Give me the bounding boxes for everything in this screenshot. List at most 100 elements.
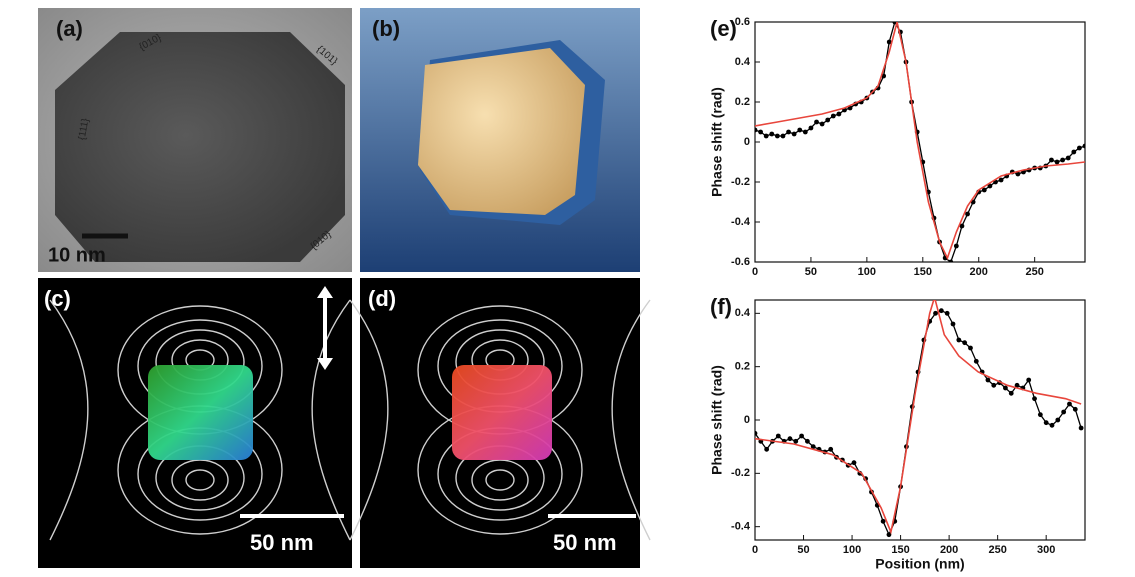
plot-frame bbox=[754, 21, 1086, 263]
x-tick-label: 50 bbox=[805, 266, 817, 278]
data-point bbox=[802, 129, 808, 135]
field-arrow bbox=[317, 286, 333, 370]
data-point bbox=[1049, 157, 1054, 163]
y-axis-label: Phase shift (rad) bbox=[709, 87, 725, 197]
data-point bbox=[950, 321, 956, 327]
y-tick-label: 0.6 bbox=[735, 16, 750, 28]
scale-text: 50 nm bbox=[553, 530, 617, 555]
y-tick-label: -0.4 bbox=[731, 216, 751, 228]
x-tick-label: 200 bbox=[940, 544, 958, 556]
data-point bbox=[1055, 417, 1061, 423]
data-point bbox=[828, 446, 834, 452]
data-point bbox=[1014, 382, 1020, 388]
data-point bbox=[774, 133, 780, 139]
series-line bbox=[755, 22, 1085, 261]
data-point bbox=[808, 125, 814, 131]
panel-label: (d) bbox=[368, 286, 396, 311]
data-point bbox=[962, 340, 968, 346]
x-tick-label: 250 bbox=[988, 544, 1006, 556]
y-tick-label: 0.2 bbox=[735, 361, 750, 373]
y-tick-label: -0.6 bbox=[731, 256, 750, 268]
data-point bbox=[775, 433, 781, 439]
data-point bbox=[825, 117, 831, 123]
data-point bbox=[1026, 377, 1032, 383]
x-tick-label: 0 bbox=[752, 544, 758, 556]
x-tick-label: 200 bbox=[970, 266, 988, 278]
data-point bbox=[1061, 409, 1067, 415]
series-line bbox=[755, 300, 1082, 535]
data-point bbox=[755, 430, 758, 436]
data-point bbox=[1065, 155, 1071, 161]
data-point bbox=[799, 433, 804, 439]
panel-label: (c) bbox=[44, 286, 71, 311]
data-point bbox=[886, 532, 892, 538]
x-tick-label: 300 bbox=[1037, 544, 1055, 556]
data-point bbox=[948, 259, 954, 262]
data-point bbox=[981, 187, 987, 193]
data-point bbox=[810, 444, 816, 450]
series-group bbox=[755, 300, 1084, 538]
data-point bbox=[998, 177, 1004, 183]
data-point bbox=[944, 310, 950, 316]
x-tick-label: 150 bbox=[891, 544, 909, 556]
panel-label: (f) bbox=[710, 294, 732, 319]
data-point bbox=[1060, 157, 1066, 163]
data-point bbox=[1077, 145, 1082, 151]
data-point bbox=[836, 111, 842, 117]
x-tick-label: 250 bbox=[1025, 266, 1043, 278]
data-point bbox=[1078, 425, 1084, 431]
data-point bbox=[880, 518, 886, 524]
data-point bbox=[1049, 422, 1055, 428]
x-tick-label: 50 bbox=[797, 544, 809, 556]
data-point bbox=[938, 308, 944, 314]
y-tick-label: -0.2 bbox=[731, 176, 750, 188]
y-tick-label: 0 bbox=[744, 136, 750, 148]
particle bbox=[55, 32, 345, 262]
data-point bbox=[953, 243, 959, 249]
x-tick-label: 100 bbox=[858, 266, 876, 278]
data-point bbox=[830, 113, 836, 119]
y-tick-label: 0 bbox=[744, 414, 750, 426]
data-point bbox=[933, 310, 938, 316]
data-point bbox=[769, 131, 775, 137]
data-point bbox=[1071, 149, 1077, 155]
data-point bbox=[973, 358, 979, 364]
data-point bbox=[1067, 401, 1072, 407]
x-axis-label: Position (nm) bbox=[875, 556, 964, 572]
data-point bbox=[786, 129, 791, 135]
y-tick-label: 0.4 bbox=[735, 307, 751, 319]
data-point bbox=[991, 382, 997, 388]
y-tick-label: -0.4 bbox=[731, 521, 751, 533]
data-point bbox=[819, 121, 825, 127]
data-point bbox=[968, 345, 973, 351]
y-tick-label: 0.2 bbox=[735, 96, 750, 108]
panel-label: (e) bbox=[710, 16, 737, 41]
data-point bbox=[791, 131, 797, 137]
data-point bbox=[1032, 396, 1037, 402]
data-point bbox=[886, 39, 892, 45]
x-tick-label: 150 bbox=[914, 266, 932, 278]
data-point bbox=[793, 438, 799, 444]
data-point bbox=[755, 127, 758, 133]
x-tick-label: 0 bbox=[752, 266, 758, 278]
data-point bbox=[959, 223, 965, 229]
panel-label: (b) bbox=[372, 16, 400, 41]
data-point bbox=[1008, 390, 1014, 396]
data-point bbox=[805, 438, 810, 444]
y-tick-label: 0.4 bbox=[735, 56, 751, 68]
particle-3d bbox=[418, 48, 585, 215]
data-point bbox=[987, 183, 993, 189]
data-point bbox=[780, 133, 786, 139]
panel-label: (a) bbox=[56, 16, 83, 41]
data-point bbox=[1037, 412, 1043, 418]
y-tick-label: -0.2 bbox=[731, 467, 750, 479]
data-point bbox=[787, 436, 793, 442]
data-point bbox=[851, 460, 857, 466]
y-axis-label: Phase shift (rad) bbox=[709, 365, 725, 475]
data-point bbox=[956, 337, 962, 343]
data-point bbox=[1082, 143, 1085, 149]
data-point bbox=[763, 133, 769, 139]
data-point bbox=[985, 377, 991, 383]
scale-text: 50 nm bbox=[250, 530, 314, 555]
